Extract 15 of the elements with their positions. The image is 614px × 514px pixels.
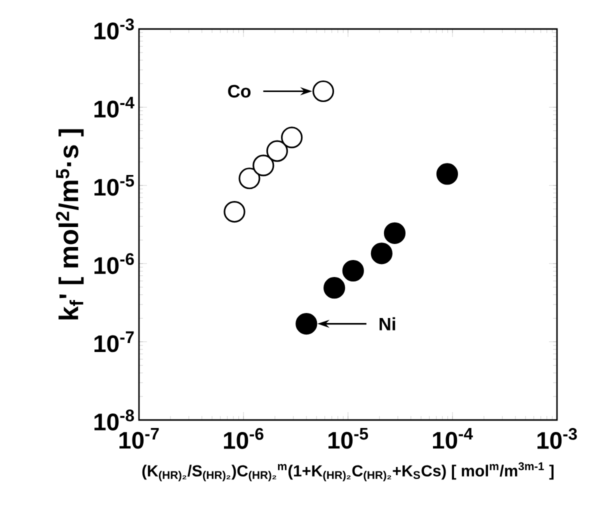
x-tick-label: 10$^{-4}$ [433, 428, 473, 449]
y-tick-label: 10$^{-3}$ [94, 18, 134, 40]
y-tick-label: 10$^{-4}$ [94, 96, 134, 118]
y-tick-label: 10$^{-8}$ [94, 410, 134, 430]
x-tick-label: 10$^{-6}$ [224, 428, 264, 449]
x-tick-label: 10$^{-5}$ [328, 428, 368, 449]
y-tick-label: 10$^{-7}$ [94, 331, 134, 352]
x-tick-label: 10$^{-3}$ [538, 428, 577, 449]
x-tick-label: 10$^{-7}$ [120, 428, 159, 449]
text: Co [228, 84, 251, 98]
text: (K$_{(HR)₂}$/S$_{(HR)₂}$)C$_{(HR)₂}$$^{m}$(1+K$_{(HR)₂}$C$_{(HR)₂}$+K$_{S}$Cs) [ mol$^{m}$/m$^{3m-1}$ ] [142, 462, 554, 482]
legend-label: Ni [380, 317, 396, 330]
y-tick-label: 10$^{-6}$ [94, 253, 134, 274]
y-tick-label: 10$^{-5}$ [94, 175, 134, 196]
y-axis-title: k$_{f}$' [ mol$^{2}$/m$^{5}$·s ] [56, 129, 84, 320]
